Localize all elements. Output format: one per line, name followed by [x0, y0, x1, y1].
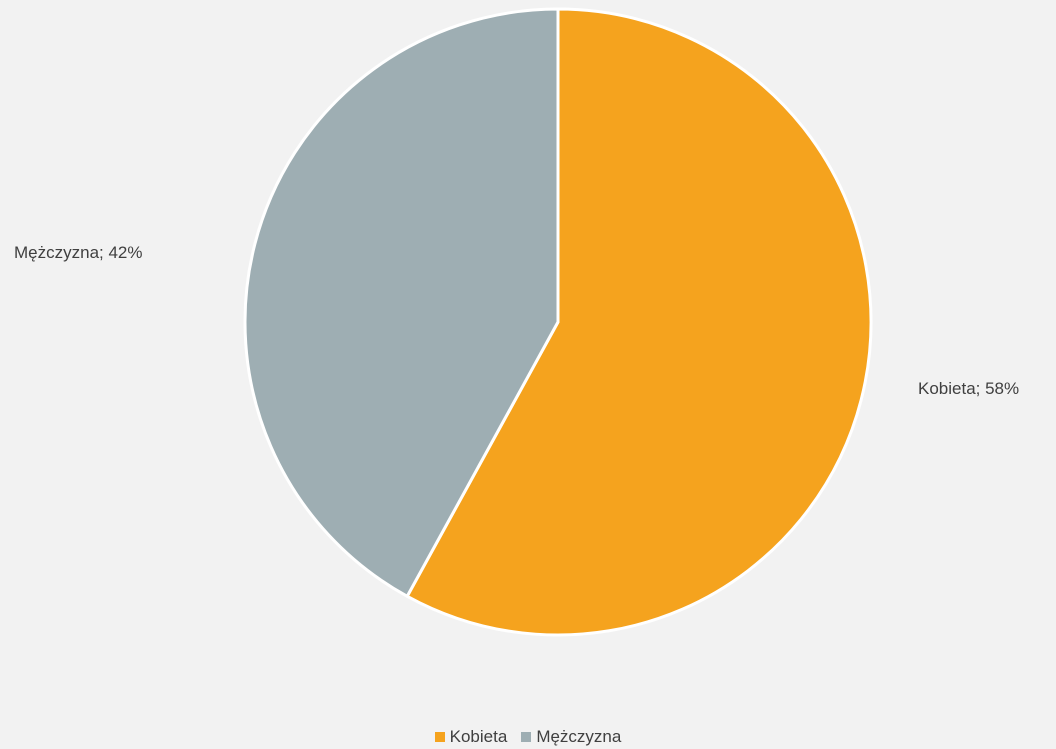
legend: Kobieta Mężczyzna [0, 727, 1056, 747]
legend-item-kobieta: Kobieta [434, 727, 508, 747]
legend-label-mezczyzna: Mężczyzna [536, 727, 622, 746]
legend-swatch-mezczyzna [521, 732, 532, 742]
legend-label-kobieta: Kobieta [449, 727, 508, 746]
legend-item-mezczyzna: Mężczyzna [521, 727, 621, 747]
pie-slice-kobieta [405, 7, 873, 637]
pie-slice-mczyzna [243, 7, 560, 598]
data-label-0: Kobieta; 58% [918, 379, 1019, 398]
data-label-1: Mężczyzna; 42% [14, 243, 143, 262]
legend-swatch-kobieta [434, 732, 445, 742]
